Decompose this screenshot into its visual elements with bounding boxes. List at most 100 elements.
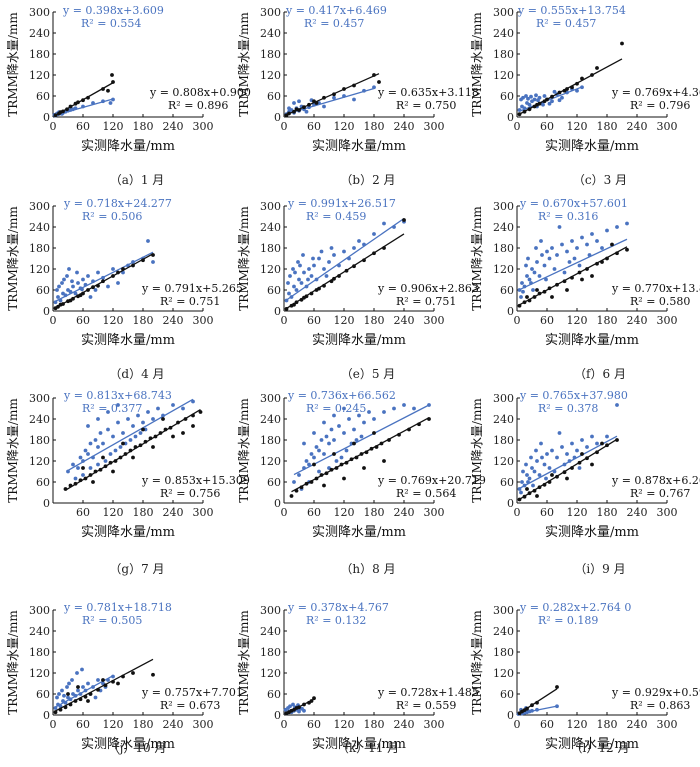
data-point (334, 459, 339, 463)
fit-equation: y = 0.398x+3.609 (62, 4, 164, 17)
data-point (60, 688, 64, 693)
data-point (536, 98, 540, 103)
data-point (307, 462, 311, 467)
data-point (532, 270, 537, 275)
data-point (96, 678, 100, 682)
y-tick-label: 0 (507, 111, 514, 124)
y-axis-label: TRMM降水量/mm (237, 12, 251, 117)
data-point (539, 441, 543, 446)
x-tick-label: 300 (657, 718, 678, 731)
data-point (319, 249, 324, 254)
data-point (297, 709, 301, 714)
data-point (322, 420, 326, 425)
data-point (304, 109, 309, 114)
y-tick-label: 240 (260, 27, 281, 40)
data-point (560, 95, 564, 100)
panel-caption: （i）9 月 (574, 562, 625, 576)
data-point (133, 434, 138, 439)
measured-series (289, 417, 431, 498)
measured-series (517, 685, 559, 716)
fit-equation: y = 0.906x+2.863 (377, 282, 479, 295)
data-point (547, 101, 552, 106)
data-point (372, 431, 376, 435)
fit-r2: R² = 0.505 (82, 614, 142, 627)
data-point (332, 253, 336, 257)
data-point (332, 413, 336, 418)
y-axis-label: TRMM降水量/mm (6, 398, 20, 503)
data-point (106, 88, 110, 93)
trmm-series (66, 398, 195, 481)
x-tick-label: 60 (76, 314, 90, 327)
data-point (298, 263, 302, 268)
fit-line (519, 86, 583, 112)
x-tick-label: 300 (657, 506, 678, 519)
x-tick-label: 60 (307, 314, 321, 327)
data-point (106, 427, 110, 432)
fit-r2: R² = 0.767 (630, 487, 690, 500)
data-point (181, 406, 185, 411)
data-point (309, 452, 314, 456)
x-tick-label: 240 (627, 120, 648, 133)
data-point (615, 225, 619, 229)
data-point (151, 417, 155, 421)
fit-equation: y = 0.736x+66.562 (287, 389, 396, 402)
data-point (286, 281, 290, 285)
data-point (595, 66, 599, 70)
data-point (605, 228, 609, 233)
data-point (75, 671, 79, 675)
y-tick-label: 240 (260, 625, 281, 638)
data-point (80, 667, 84, 672)
data-point (55, 695, 59, 700)
data-point (527, 277, 532, 282)
data-point (521, 95, 525, 100)
panel-4: 0 60 120 180 240 300 0 60 120 180 240 300 TRMM降水量/mm… (6, 197, 243, 381)
x-tick-label: 180 (133, 506, 154, 519)
data-point (590, 462, 594, 467)
fit-equation: y = 0.781x+18.718 (63, 601, 172, 614)
y-tick-label: 300 (29, 392, 50, 405)
data-point (288, 704, 292, 709)
data-point (131, 424, 135, 428)
panel-11: 0 60 120 180 240 300 0 60 120 180 240 300 TRMM降水量/mm… (237, 601, 479, 755)
y-tick-label: 120 (260, 69, 281, 82)
data-point (101, 678, 105, 682)
data-point (312, 263, 316, 268)
data-point (557, 225, 562, 229)
data-point (81, 277, 85, 282)
data-point (527, 476, 532, 481)
fit-r2: R² = 0.564 (396, 487, 456, 500)
measured-series (517, 438, 619, 502)
y-axis-label: TRMM降水量/mm (6, 206, 20, 311)
y-tick-label: 300 (260, 200, 281, 213)
panel-3: 0 60 120 180 240 300 0 60 120 180 240 300 TRMM降水量/mm… (470, 4, 700, 187)
data-point (56, 295, 60, 299)
data-point (352, 441, 356, 446)
data-point (560, 242, 564, 247)
x-tick-label: 60 (540, 314, 554, 327)
y-tick-label: 300 (29, 6, 50, 19)
data-point (585, 242, 589, 247)
data-point (524, 94, 528, 98)
x-tick-label: 60 (307, 120, 321, 133)
x-axis-label: 实测降水量/mm (545, 139, 639, 154)
data-point (352, 427, 356, 432)
x-tick-label: 60 (307, 506, 321, 519)
measured-series (53, 73, 115, 118)
data-point (96, 445, 100, 449)
data-point (402, 403, 406, 407)
data-point (590, 274, 594, 278)
data-point (71, 462, 75, 467)
x-tick-label: 0 (281, 120, 288, 133)
data-point (131, 455, 135, 460)
x-tick-label: 240 (163, 120, 184, 133)
data-point (55, 288, 59, 292)
data-point (60, 281, 64, 285)
fit-equation: y = 0.417x+6.469 (285, 4, 387, 17)
y-tick-label: 180 (260, 646, 281, 659)
fit-r2: R² = 0.559 (396, 699, 456, 712)
data-point (93, 438, 98, 442)
y-tick-label: 180 (260, 242, 281, 255)
fit-r2: R² = 0.896 (168, 99, 228, 112)
x-axis-label: 实测降水量/mm (545, 737, 639, 752)
